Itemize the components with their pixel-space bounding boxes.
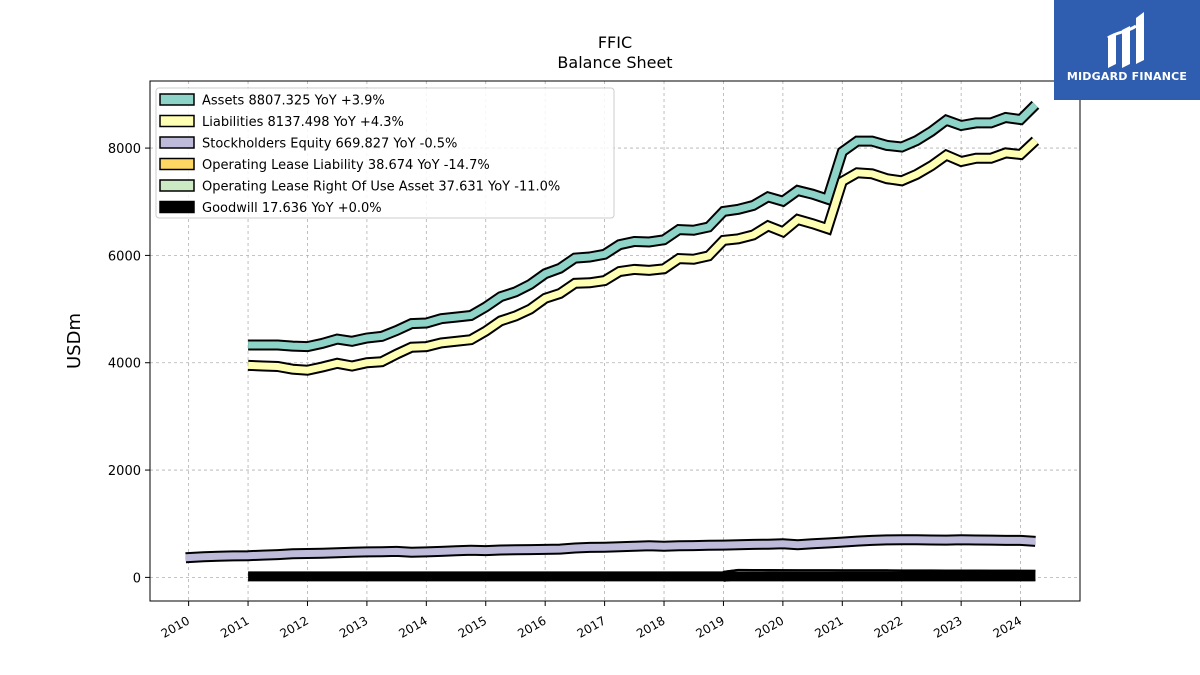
series-line [185,536,1036,562]
legend-swatch [159,157,195,171]
grid-lines [150,81,1080,601]
series-layer [185,100,1040,582]
legend-item: Operating Lease Liability 38.674 YoY -14… [159,157,490,173]
chart-title: FFIC [598,33,632,52]
legend-swatch [159,136,195,149]
x-axis: 2010 2011 2012 2013 2014 2015 2016 2017 2018 2019… [159,601,1024,641]
y-tick-label: 0 [133,571,141,586]
series-assets [248,100,1040,353]
legend-item: Stockholders Equity 669.827 YoY -0.5% [159,136,457,152]
legend-item: Operating Lease Right Of Use Asset 37.63… [159,179,560,195]
y-axis-label: USDm [64,313,85,369]
y-tick-label: 4000 [108,357,141,372]
x-tick-label: 2015 [456,613,489,640]
y-tick-label: 6000 [108,249,141,264]
legend: Assets 8807.325 YoY +3.9% Liabilities 813… [155,87,615,219]
chart-subtitle: Balance Sheet [557,53,672,72]
x-tick-label: 2010 [159,613,192,640]
x-tick-label: 2022 [872,613,905,640]
x-tick-label: 2019 [693,613,726,640]
y-tick-label: 8000 [108,142,141,157]
brand-logo: MIDGARD FINANCE [1054,0,1200,100]
legend-item: Assets 8807.325 YoY +3.9% [159,93,385,109]
x-tick-label: 2017 [575,613,608,640]
legend-swatch [159,114,195,128]
series-goodwill [248,571,1036,582]
x-tick-label: 2020 [753,613,786,640]
x-tick-label: 2021 [812,613,845,640]
x-tick-label: 2014 [396,613,429,640]
legend-item: Goodwill 17.636 YoY +0.0% [159,200,382,216]
x-tick-label: 2016 [515,613,548,640]
logo-mark-icon [1107,12,1144,68]
y-tick-label: 2000 [108,464,141,479]
series-line [247,138,1038,374]
legend-label: Goodwill 17.636 YoY +0.0% [202,201,382,216]
y-axis: 0 2000 4000 6000 8000 [108,142,150,586]
legend-label: Operating Lease Right Of Use Asset 37.63… [202,180,560,195]
x-tick-label: 2018 [634,613,667,640]
legend-label: Liabilities 8137.498 YoY +4.3% [202,115,404,130]
series-stockholders-equity [185,534,1036,564]
legend-label: Stockholders Equity 669.827 YoY -0.5% [202,137,457,152]
logo-text: MIDGARD FINANCE [1066,70,1188,83]
legend-label: Assets 8807.325 YoY +3.9% [202,94,385,109]
series-liabilities [247,136,1040,376]
x-tick-label: 2023 [931,613,964,640]
x-tick-label: 2024 [991,613,1024,640]
x-tick-label: 2011 [218,613,251,640]
legend-box [155,87,615,219]
plot-frame [149,80,1081,602]
x-tick-label: 2012 [278,613,311,640]
legend-item: Liabilities 8137.498 YoY +4.3% [159,114,404,130]
series-line [248,102,1038,351]
x-tick-label: 2013 [337,613,370,640]
legend-label: Operating Lease Liability 38.674 YoY -14… [202,158,490,173]
legend-swatch [159,179,195,192]
legend-swatch [159,93,195,106]
legend-swatch [159,200,195,214]
